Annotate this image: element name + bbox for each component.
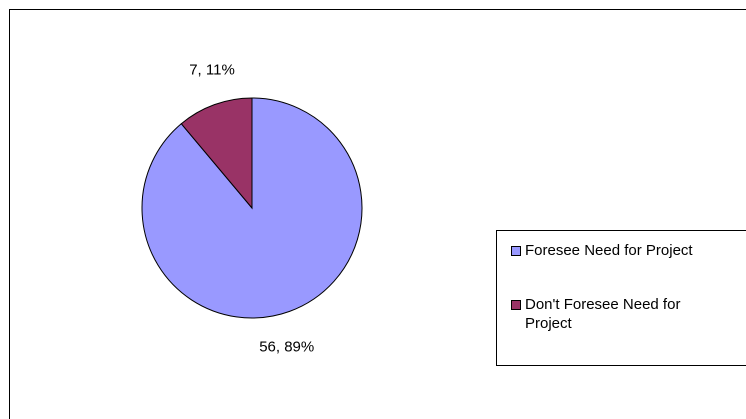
data-label-1: 7, 11% <box>189 61 235 78</box>
pie-slice-1 <box>180 97 253 210</box>
legend-label-foresee: Foresee Need for Project <box>525 242 693 259</box>
legend-swatch-foresee <box>511 246 521 256</box>
legend-swatch-dont-foresee <box>511 300 521 310</box>
legend-label-dont-foresee: Don't Foresee Need for Project <box>525 296 681 332</box>
data-label-0: 56, 89% <box>259 339 314 356</box>
legend: Foresee Need for Project Don't Foresee N… <box>496 230 746 366</box>
legend-item-foresee: Foresee Need for Project <box>511 241 693 260</box>
legend-item-dont-foresee: Don't Foresee Need for Project <box>511 295 680 333</box>
pie-chart: 56, 89% 7, 11% <box>141 61 363 356</box>
